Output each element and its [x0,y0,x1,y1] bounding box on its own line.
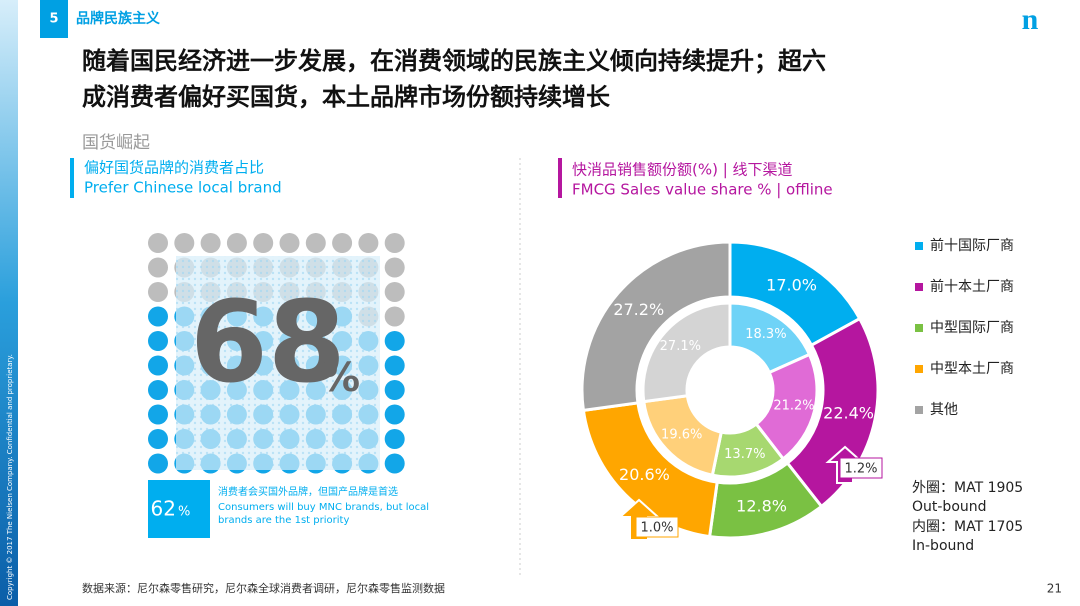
callout-text: Consumers will buy MNC brands, but local [218,502,429,513]
annotation-box [839,457,883,479]
note: In-bound [912,538,974,554]
annotation-box [635,516,679,538]
note: Out-bound [912,499,987,515]
dot [384,306,405,327]
headline: 随着国民经济进一步发展，在消费领域的民族主义倾向持续提升；超六 [82,47,826,75]
dot [384,233,405,253]
legend-label: 中型本土厂商 [930,361,1014,377]
side-stripe [0,0,18,606]
dot [332,233,353,253]
donut-slice [641,301,732,404]
dot [148,282,168,302]
headline: 成消费者偏好买国货，本土品牌市场份额持续增长 [82,83,611,111]
callout-value: 62 [151,497,176,521]
dot [148,453,168,474]
section-title: 品牌民族主义 [76,10,160,27]
subheading: 国货崛起 [82,133,150,153]
dot [226,233,247,253]
section-box [40,0,68,38]
legend-swatch [915,406,923,414]
note: 外圈：MAT 1905 [912,480,1023,496]
dot [253,233,274,253]
dot [358,233,379,253]
logo: n [1022,3,1039,36]
note: 内圈：MAT 1705 [912,519,1023,535]
dot [384,453,405,474]
data-label: 12.8% [736,496,787,515]
dot [148,380,168,400]
callout-unit: % [178,505,190,520]
big-unit: % [320,355,360,401]
annotation: 1.2% [844,462,877,477]
dot [148,429,168,449]
chart-subtitle: Prefer Chinese local brand [84,179,282,197]
chart-title: 偏好国货品牌的消费者占比 [84,159,264,177]
source: 数据来源：尼尔森零售研究，尼尔森全球消费者调研，尼尔森零售监测数据 [82,581,445,595]
dot [279,233,300,253]
dot [200,233,221,253]
dot [148,257,168,278]
legend-swatch [915,324,923,332]
dot [384,282,405,302]
copyright: Copyright © 2017 The Nielsen Company. Co… [6,354,14,600]
callout-text: brands are the 1st priority [218,515,349,526]
section-number: 5 [49,12,58,27]
legend-swatch [915,242,923,250]
dot [148,306,168,327]
chart-title: 快消品销售额份额(%) | 线下渠道 [572,161,793,179]
callout-box [148,480,210,538]
dot [174,233,195,253]
legend-label: 中型国际厂商 [930,320,1014,336]
dot [384,331,405,351]
data-label: 17.0% [766,275,817,294]
dot [148,233,168,253]
dot [384,355,405,376]
title-marker [70,158,74,198]
annotation: 1.0% [640,521,673,536]
big-value: 68 [190,278,346,408]
data-label: 13.7% [724,447,765,462]
chart-subtitle: FMCG Sales value share % | offline [572,181,833,199]
data-label: 22.4% [823,404,874,423]
legend-label: 其他 [930,402,958,418]
title-marker [558,158,562,198]
dot [148,404,168,425]
legend-label: 前十本土厂商 [930,278,1014,295]
data-label: 27.2% [613,300,664,319]
overlay-dots [176,256,380,470]
callout-text: 消费者会买国外品牌，但国产品牌是首选 [218,485,398,498]
dot [384,257,405,278]
page-number: 21 [1047,582,1062,596]
legend-swatch [915,365,923,373]
data-label: 21.2% [773,399,814,414]
dot [384,380,405,400]
legend-swatch [915,283,923,291]
donut-slice [580,240,732,413]
dot [305,233,326,253]
data-label: 27.1% [660,339,701,354]
dot [384,429,405,449]
data-label: 18.3% [745,327,786,342]
legend-label: 前十国际厂商 [930,237,1014,254]
data-label: 19.6% [661,427,702,442]
data-label: 20.6% [619,465,670,484]
waffle-chart: 68% [148,233,405,474]
dot [148,355,168,376]
dot [148,331,168,351]
dot [384,404,405,425]
